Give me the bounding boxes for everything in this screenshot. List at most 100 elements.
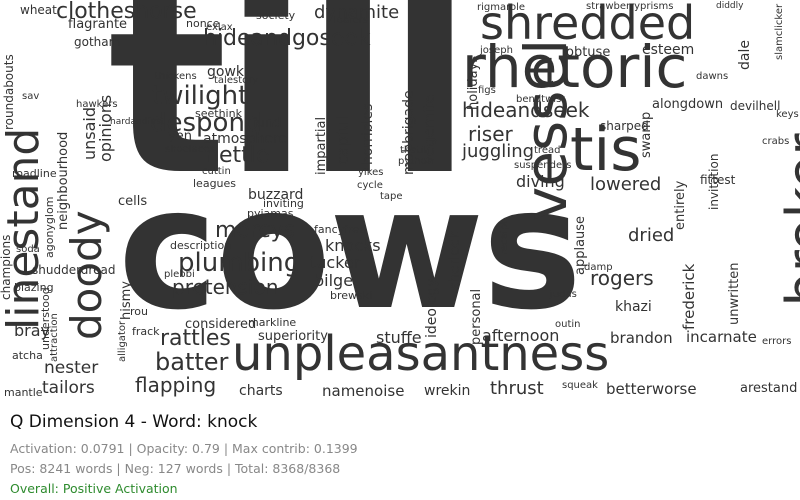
status-line: Overall: Positive Activation bbox=[10, 481, 178, 496]
word: tread bbox=[534, 145, 561, 156]
word: esteem bbox=[642, 42, 695, 58]
word: cycle bbox=[357, 180, 383, 191]
word: suspenders bbox=[514, 160, 572, 171]
word: gowk bbox=[207, 64, 245, 80]
word: shredded bbox=[480, 0, 696, 50]
word: sharped bbox=[600, 119, 649, 133]
word: figs bbox=[478, 85, 496, 96]
word: buzzard bbox=[248, 187, 304, 203]
word: wrekin bbox=[424, 383, 471, 399]
word: mercys bbox=[215, 218, 296, 243]
word: soda bbox=[16, 244, 40, 255]
word: vessel bbox=[511, 38, 580, 221]
word: gotham bbox=[74, 35, 121, 49]
word: khazi bbox=[615, 299, 652, 315]
word: cows bbox=[118, 151, 582, 347]
word: leagues bbox=[193, 177, 237, 190]
word: cuttin bbox=[202, 166, 231, 177]
word: fund bbox=[252, 116, 282, 131]
word: brewski bbox=[330, 289, 373, 302]
word: unwritten bbox=[727, 262, 742, 326]
word: cells bbox=[118, 194, 148, 209]
word: diving bbox=[516, 172, 565, 191]
word: seethink bbox=[195, 107, 242, 120]
word: rou bbox=[130, 305, 148, 318]
word: rhetoric bbox=[462, 33, 688, 101]
word: flapping bbox=[135, 373, 217, 397]
word: society bbox=[256, 9, 296, 22]
word: obtuse bbox=[566, 45, 611, 60]
word: hardandfast bbox=[110, 117, 165, 127]
word: afternoon bbox=[482, 326, 560, 345]
word: clotheshorse bbox=[56, 0, 197, 24]
word: hideandgoseek bbox=[203, 26, 371, 51]
word: joseph bbox=[480, 45, 513, 56]
word: despond bbox=[150, 108, 262, 138]
word: frack bbox=[132, 325, 160, 338]
word: tucker bbox=[310, 253, 361, 272]
word: bendtwist bbox=[516, 94, 566, 105]
word: hideandseek bbox=[462, 98, 590, 122]
word: keys bbox=[776, 109, 799, 120]
word: riser bbox=[468, 122, 513, 146]
word: superiority bbox=[258, 329, 328, 344]
word: markline bbox=[248, 316, 297, 329]
word: broker bbox=[775, 133, 800, 307]
word: loafers bbox=[334, 15, 369, 26]
word: strawberryprisms bbox=[586, 1, 674, 12]
word: stuffe bbox=[376, 328, 422, 347]
word: devilhell bbox=[730, 99, 781, 113]
word: dale bbox=[737, 40, 753, 70]
word: talestory bbox=[214, 75, 259, 86]
word: dawns bbox=[696, 71, 729, 82]
word: attraction bbox=[49, 313, 60, 362]
word: plumbing bbox=[178, 248, 301, 278]
word: tailors bbox=[42, 378, 95, 398]
word: invitation bbox=[707, 153, 721, 210]
word: errors bbox=[762, 336, 792, 347]
word: pyjamas bbox=[247, 207, 294, 220]
metrics-line: Activation: 0.0791 | Opacity: 0.79 | Max… bbox=[10, 441, 358, 456]
panel-title: Q Dimension 4 - Word: knock bbox=[10, 412, 258, 432]
word: horribles bbox=[360, 103, 376, 165]
word: sav bbox=[22, 91, 40, 102]
word: receipt bbox=[499, 220, 510, 255]
word: yen bbox=[168, 129, 192, 144]
word: mantle bbox=[4, 386, 43, 399]
word: neighbourhood bbox=[56, 131, 71, 230]
word: charts bbox=[239, 383, 283, 399]
word: shoelaces bbox=[165, 144, 215, 155]
word: arestand bbox=[740, 381, 798, 396]
word: wheat bbox=[20, 3, 57, 17]
word: pretension bbox=[172, 275, 279, 299]
word: yikes bbox=[358, 167, 384, 178]
word: alligator bbox=[117, 320, 128, 362]
word: juggling bbox=[462, 141, 535, 162]
word: diddly bbox=[716, 1, 744, 11]
word: squeak bbox=[562, 380, 598, 391]
word: description bbox=[170, 239, 232, 252]
word: bray bbox=[14, 321, 51, 340]
word: atmosphere bbox=[203, 131, 287, 147]
word: roadline bbox=[12, 167, 57, 180]
word: python bbox=[398, 156, 433, 167]
word: roundabouts bbox=[2, 54, 16, 130]
word: champions bbox=[0, 234, 13, 300]
word: thatit bbox=[400, 145, 428, 156]
word: nester bbox=[44, 358, 99, 378]
word: considered bbox=[185, 317, 257, 332]
word: rigmarole bbox=[477, 2, 526, 13]
word: slamclicker bbox=[774, 3, 785, 60]
word: atcha bbox=[12, 349, 43, 362]
word: lowered bbox=[590, 174, 662, 195]
word: impartial bbox=[314, 116, 329, 175]
word: damp bbox=[584, 262, 613, 273]
word: flagrante bbox=[68, 17, 128, 32]
word: brandon bbox=[610, 329, 673, 347]
word: bilge bbox=[314, 271, 354, 290]
word: dried bbox=[628, 225, 675, 246]
word: judas bbox=[550, 289, 577, 300]
word: hawkers bbox=[76, 99, 118, 110]
word: entirely bbox=[673, 180, 688, 230]
word: agonyglom bbox=[43, 196, 56, 258]
